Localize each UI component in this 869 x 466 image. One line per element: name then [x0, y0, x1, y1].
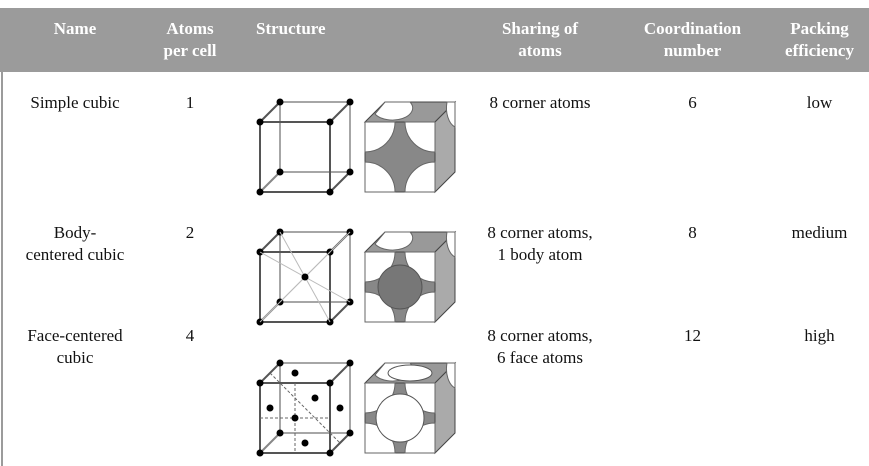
fcc-lattice — [255, 358, 355, 458]
left-border — [1, 72, 3, 466]
atoms-cell-line: 2 — [185, 223, 195, 242]
name-cell: Body-centered cubic — [0, 222, 150, 266]
sharing-cell-line: 1 body atom — [497, 245, 583, 264]
name-cell-line: Face-centered — [27, 326, 123, 345]
atoms-cell-line: 1 — [185, 93, 195, 112]
name-cell: Face-centered cubic — [0, 325, 150, 369]
header-cell: Packing efficiency — [770, 18, 869, 62]
packing-cell-line: low — [806, 93, 833, 112]
header-cell-line: Coordination — [643, 19, 742, 38]
atoms-cell: 4 — [150, 325, 230, 347]
header-cell: Coordination number — [620, 18, 765, 62]
fcc-spheres — [360, 358, 460, 458]
sharing-cell-line: 8 corner atoms, — [487, 326, 593, 345]
packing-cell: medium — [770, 222, 869, 244]
coordination-cell-line: 12 — [684, 326, 701, 345]
header-cell: Structure — [256, 18, 356, 40]
simple-cubic-lattice — [255, 97, 355, 197]
name-cell: Simple cubic — [0, 92, 150, 114]
name-cell-line: Simple cubic — [30, 93, 120, 112]
packing-cell-line: medium — [791, 223, 848, 242]
simple-cubic-spheres — [360, 97, 460, 197]
packing-cell: high — [770, 325, 869, 347]
bcc-lattice — [255, 227, 355, 327]
coordination-cell: 6 — [620, 92, 765, 114]
header-cell-line: atoms — [518, 41, 562, 60]
header-cell-line: efficiency — [785, 41, 854, 60]
name-cell-line: Body- — [53, 223, 97, 242]
header-cell-line: Packing — [790, 19, 849, 38]
atoms-cell: 2 — [150, 222, 230, 244]
coordination-cell-line: 6 — [688, 93, 697, 112]
coordination-cell: 8 — [620, 222, 765, 244]
sharing-cell: 8 corner atoms — [465, 92, 615, 114]
header-cell-line: Sharing of — [501, 19, 579, 38]
header-cell-line: Name — [53, 19, 97, 38]
sharing-cell-line: 6 face atoms — [497, 348, 583, 367]
sharing-cell-line: 8 corner atoms — [489, 93, 591, 112]
packing-cell-line: high — [804, 326, 835, 345]
header-cell-line: Atoms — [166, 19, 214, 38]
name-cell-line: centered cubic — [25, 245, 125, 264]
bcc-spheres — [360, 227, 460, 327]
sharing-cell-line: 8 corner atoms, — [487, 223, 593, 242]
packing-cell: low — [770, 92, 869, 114]
sharing-cell: 8 corner atoms, 1 body atom — [465, 222, 615, 266]
header-cell-line: Structure — [256, 19, 326, 38]
header-background — [0, 8, 869, 72]
header-cell: Name — [0, 18, 150, 40]
coordination-cell-line: 8 — [688, 223, 697, 242]
atoms-cell-line: 4 — [185, 326, 195, 345]
header-cell-line: number — [663, 41, 722, 60]
sharing-cell: 8 corner atoms, 6 face atoms — [465, 325, 615, 369]
header-cell: Atoms per cell — [150, 18, 230, 62]
atoms-cell: 1 — [150, 92, 230, 114]
name-cell-line: cubic — [56, 348, 94, 367]
header-cell: Sharing of atoms — [465, 18, 615, 62]
header-cell-line: per cell — [163, 41, 217, 60]
coordination-cell: 12 — [620, 325, 765, 347]
